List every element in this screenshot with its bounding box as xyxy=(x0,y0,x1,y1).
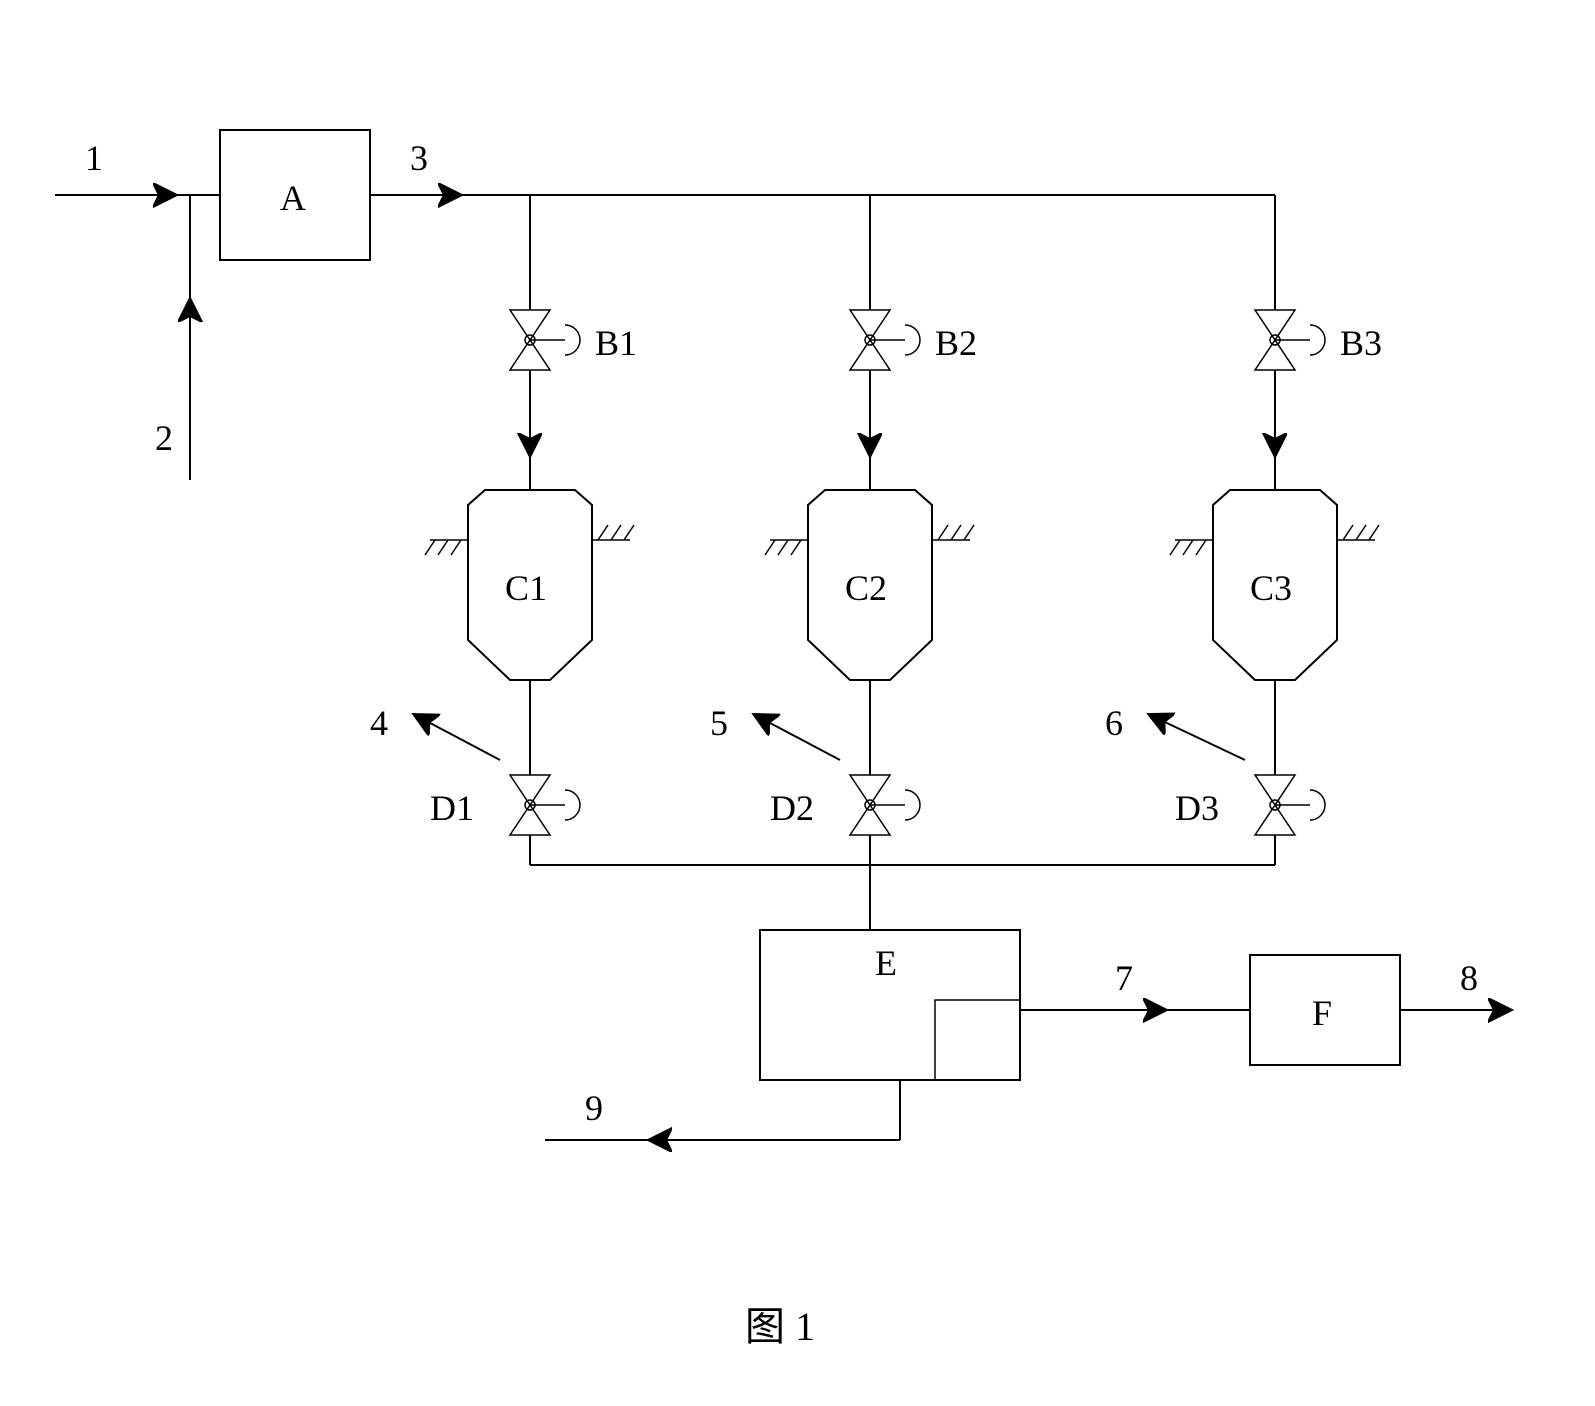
vessel-C2-label: C2 xyxy=(845,568,887,608)
valve-D2-label: D2 xyxy=(770,788,814,828)
stream-5-arrow xyxy=(755,715,840,760)
stream-6-arrow xyxy=(1150,715,1245,760)
stream-7-label: 7 xyxy=(1115,958,1133,998)
node-F-label: F xyxy=(1312,993,1332,1033)
stream-1-label: 1 xyxy=(85,138,103,178)
valve-B1-label: B1 xyxy=(595,323,637,363)
figure-caption: 图 1 xyxy=(745,1304,815,1349)
valve-D3 xyxy=(1255,775,1325,835)
stream-9-label: 9 xyxy=(585,1088,603,1128)
vessel-C3-label: C3 xyxy=(1250,568,1292,608)
valve-D1 xyxy=(510,775,580,835)
valve-B3 xyxy=(1255,310,1325,370)
process-diagram: 1 2 A 3 B1 B2 B3 xyxy=(0,0,1595,1406)
stream-4-label: 4 xyxy=(370,703,388,743)
valve-B3-label: B3 xyxy=(1340,323,1382,363)
valve-B1 xyxy=(510,310,580,370)
stream-8-label: 8 xyxy=(1460,958,1478,998)
vessel-C1-label: C1 xyxy=(505,568,547,608)
node-E-label: E xyxy=(875,943,897,983)
node-E-inner xyxy=(935,1000,1020,1080)
stream-5-label: 5 xyxy=(710,703,728,743)
stream-6-label: 6 xyxy=(1105,703,1123,743)
valve-B2-label: B2 xyxy=(935,323,977,363)
valve-D3-label: D3 xyxy=(1175,788,1219,828)
valve-D1-label: D1 xyxy=(430,788,474,828)
valve-B2 xyxy=(850,310,920,370)
stream-2-label: 2 xyxy=(155,418,173,458)
stream-3-label: 3 xyxy=(410,138,428,178)
node-A-label: A xyxy=(280,178,306,218)
stream-4-arrow xyxy=(415,715,500,760)
valve-D2 xyxy=(850,775,920,835)
